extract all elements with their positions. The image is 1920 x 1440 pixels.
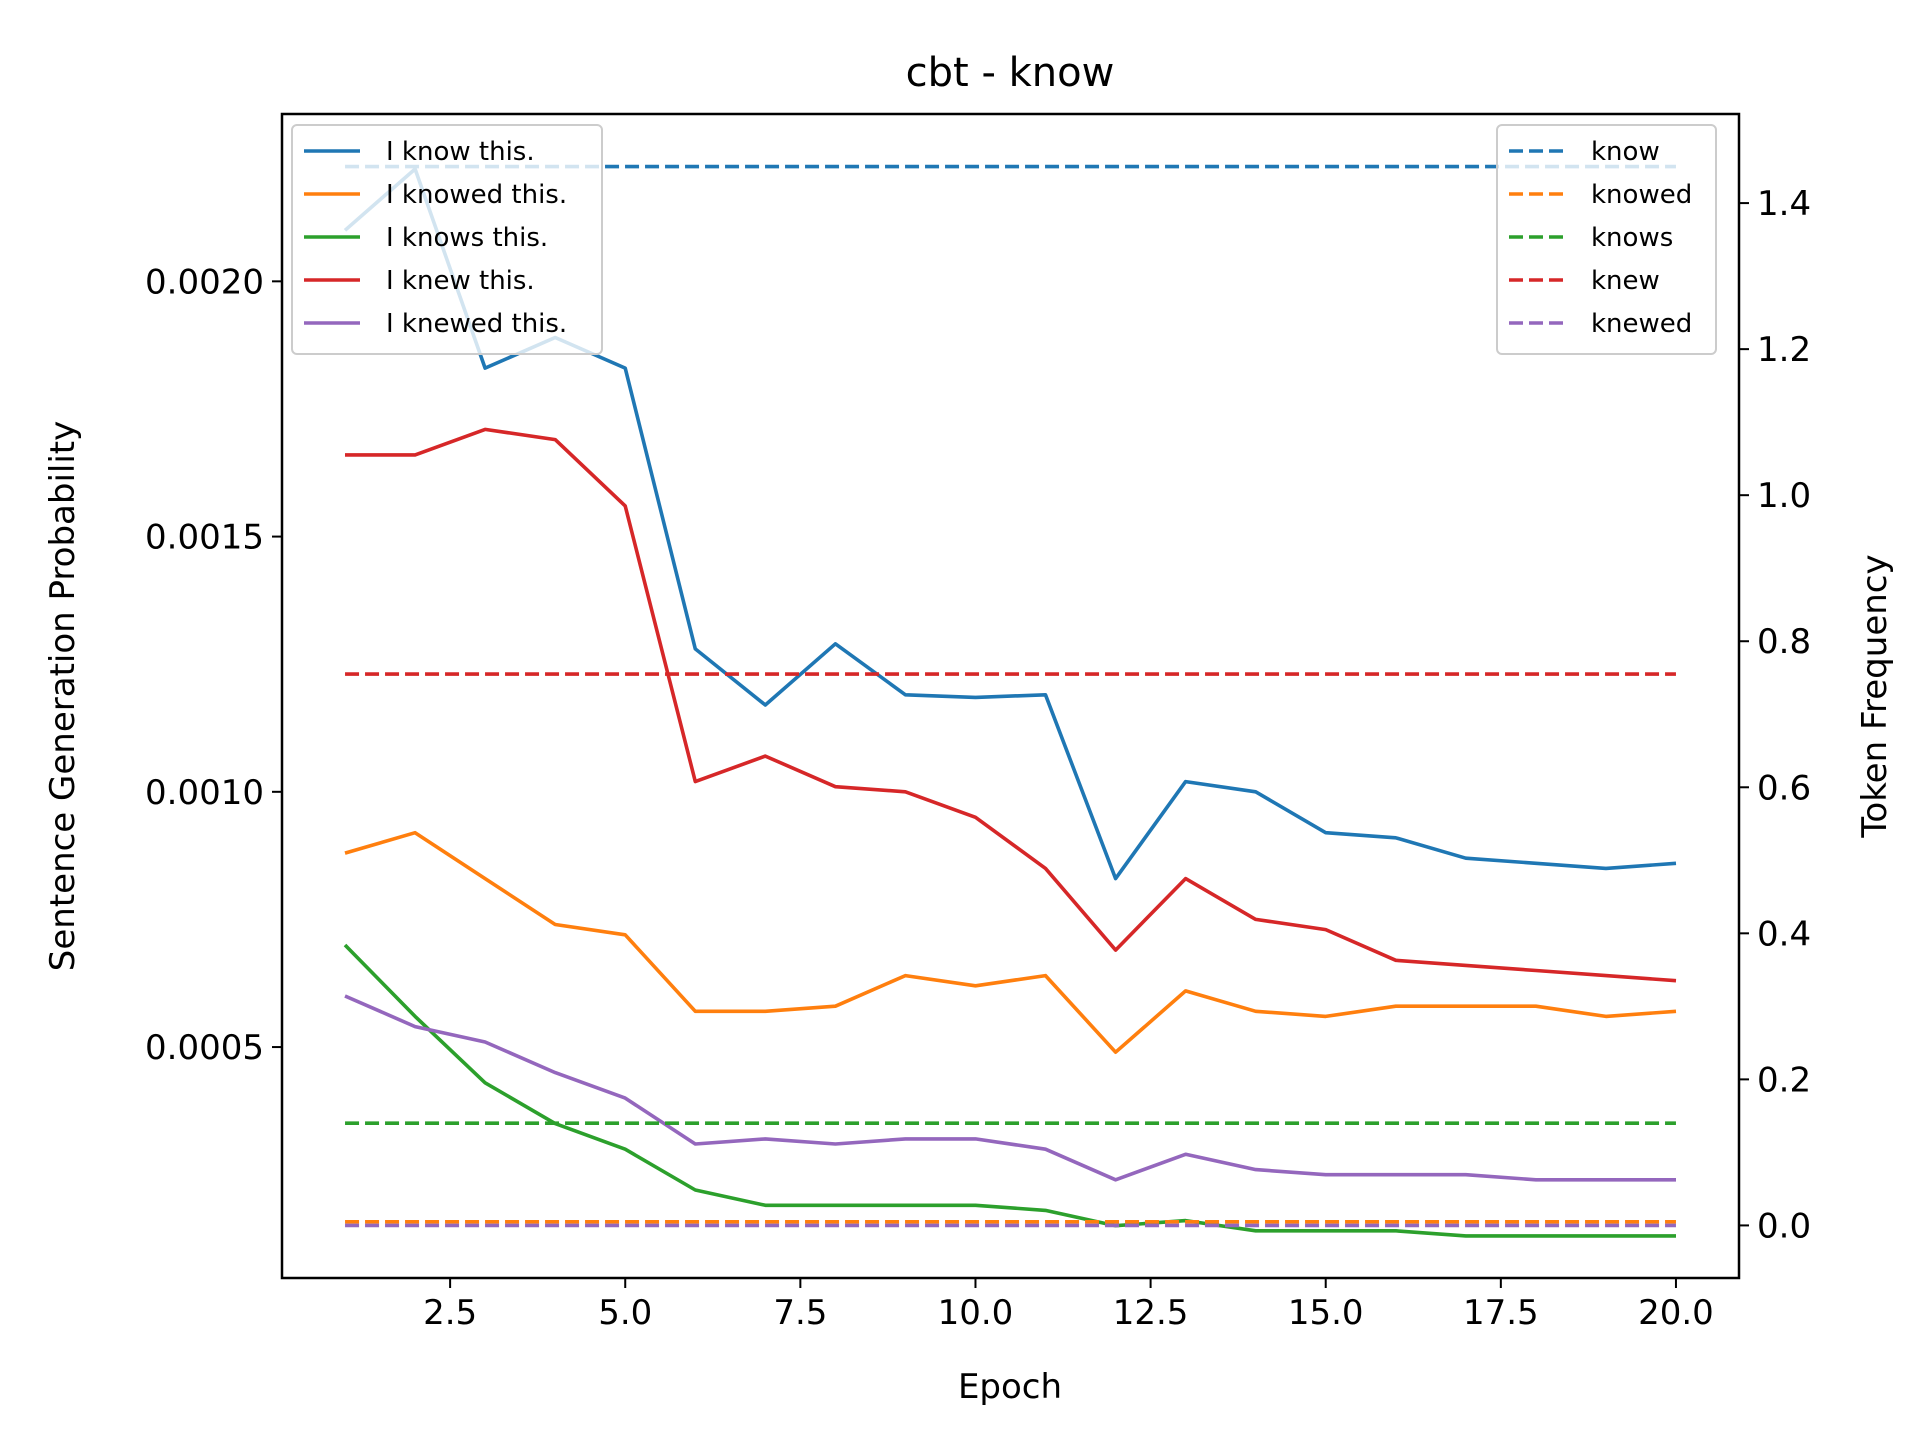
legend-label: knowed <box>1591 180 1692 210</box>
legend-entry: knewed <box>1509 309 1692 339</box>
x-tick-label: 2.5 <box>423 1293 477 1333</box>
legend-label: knows <box>1591 223 1673 253</box>
y2-axis-label: Token Frequency <box>1855 554 1895 838</box>
y-tick-label: 0.0010 <box>145 773 264 813</box>
legend-box <box>291 124 603 355</box>
x-tick-label: 17.5 <box>1463 1293 1539 1333</box>
legend-label: know <box>1591 137 1660 167</box>
legend-box <box>1496 124 1717 355</box>
y-tick-label: 0.0005 <box>145 1028 264 1068</box>
legend-entry: knowed <box>1509 180 1692 210</box>
x-tick-label: 5.0 <box>598 1293 652 1333</box>
legend-entry: I knewed this. <box>304 309 567 339</box>
y2-tick-label: 1.2 <box>1757 330 1811 370</box>
y2-tick-label: 1.4 <box>1757 184 1811 224</box>
legend-entry: knows <box>1509 223 1673 253</box>
y-axis-label: Sentence Generation Probability <box>43 421 83 971</box>
x-tick-label: 20.0 <box>1638 1293 1714 1333</box>
y-tick-label: 0.0015 <box>145 518 264 558</box>
x-axis-label: Epoch <box>958 1367 1062 1407</box>
y2-tick-label: 0.4 <box>1757 914 1811 954</box>
series-line-i-knewed-this <box>344 994 1676 1182</box>
legend-label: I know this. <box>386 137 535 167</box>
x-tick-label: 15.0 <box>1288 1293 1364 1333</box>
legend-entry: I knowed this. <box>304 180 567 210</box>
plot-frame <box>280 112 1741 1280</box>
y2-tick-label: 1.0 <box>1757 476 1811 516</box>
legend-entry: know <box>1509 137 1660 167</box>
x-tick-label: 10.0 <box>938 1293 1014 1333</box>
x-axis: 2.5 5.0 7.5 10.0 12.5 15.0 17.5 20.0 <box>423 1278 1714 1333</box>
legend-entry: I knew this. <box>304 266 535 296</box>
legend-entry: I know this. <box>304 137 535 167</box>
y-axis-right: 0.0 0.2 0.4 0.6 0.8 1.0 1.2 1.4 <box>1739 184 1811 1246</box>
legend-label: knewed <box>1591 309 1692 339</box>
y2-tick-label: 0.2 <box>1757 1060 1811 1100</box>
series-line-i-knowed-this <box>344 830 1677 1054</box>
x-tick-label: 7.5 <box>773 1293 827 1333</box>
y2-tick-label: 0.6 <box>1757 768 1811 808</box>
y2-tick-label: 0.8 <box>1757 622 1811 662</box>
y-tick-label: 0.0020 <box>145 262 264 302</box>
legend-entry: knew <box>1509 266 1660 296</box>
y2-tick-label: 0.0 <box>1757 1206 1811 1246</box>
legend-entry: I knows this. <box>304 223 548 253</box>
legend-right: know knowed knows knew knewed <box>1496 124 1717 355</box>
legend-label: knew <box>1591 266 1660 296</box>
legend-left: I know this. I knowed this. I knows this. I… <box>291 124 603 355</box>
series-line-i-knows-this <box>343 943 1676 1238</box>
legend-label: I knewed this. <box>386 309 567 339</box>
legend-label: I knowed this. <box>386 180 567 210</box>
x-tick-label: 12.5 <box>1113 1293 1189 1333</box>
legend-label: I knew this. <box>386 266 535 296</box>
y-axis-left: 0.0005 0.0010 0.0015 0.0020 <box>145 262 282 1068</box>
series-line-i-knew-this <box>345 427 1677 983</box>
legend-label: I knows this. <box>386 223 548 253</box>
chart-title: cbt - know <box>906 50 1115 96</box>
